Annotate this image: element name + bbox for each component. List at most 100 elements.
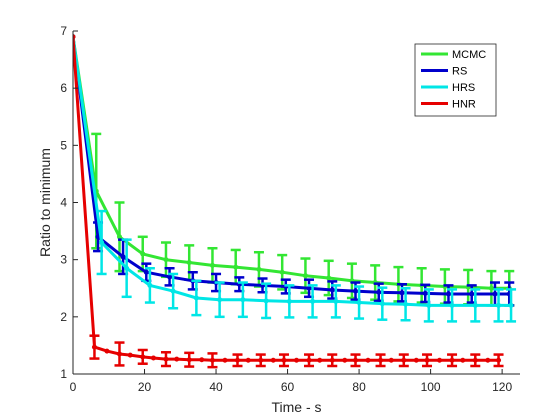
data-point	[174, 356, 180, 362]
data-point	[150, 355, 156, 361]
data-point	[388, 357, 394, 363]
data-point	[356, 300, 362, 306]
data-point	[472, 302, 478, 308]
data-point	[193, 295, 199, 301]
data-point	[422, 290, 428, 296]
data-point	[317, 357, 323, 363]
data-point	[403, 301, 409, 307]
data-point	[281, 357, 287, 363]
data-point	[485, 357, 491, 363]
data-point	[233, 264, 239, 270]
axes: 0 20 40 60 80 100 120 1 2 3 4 5 6 7	[60, 24, 520, 394]
data-point	[263, 298, 269, 304]
data-point	[286, 298, 292, 304]
data-point	[329, 357, 335, 363]
data-point	[426, 302, 432, 308]
series-hnr	[73, 34, 504, 369]
data-point	[258, 357, 264, 363]
data-point	[222, 357, 228, 363]
legend-label-mcmc: MCMC	[452, 49, 486, 61]
y-tick-label: 5	[60, 138, 67, 152]
y-axis-label: Ratio to minimum	[37, 148, 53, 257]
data-point	[186, 357, 192, 363]
y-tick-label: 3	[60, 253, 67, 267]
data-point	[234, 357, 240, 363]
data-point	[167, 274, 173, 280]
data-point	[306, 285, 312, 291]
data-point	[186, 260, 192, 266]
x-tick-label: 120	[492, 380, 512, 394]
data-point	[376, 289, 382, 295]
series-line-hrs	[73, 36, 512, 307]
data-point	[163, 356, 169, 362]
y-tick-label: 4	[60, 196, 67, 210]
data-point	[445, 291, 451, 297]
data-point	[163, 257, 169, 263]
x-tick-label: 20	[138, 380, 152, 394]
legend-label-hrs: HRS	[452, 82, 475, 94]
data-point	[353, 357, 359, 363]
y-tick-label: 1	[60, 367, 67, 381]
y-tick-label: 6	[60, 81, 67, 95]
data-point	[124, 265, 130, 271]
legend-label-rs: RS	[452, 66, 467, 78]
x-tick-label: 40	[209, 380, 223, 394]
data-point	[91, 344, 97, 350]
data-point	[147, 282, 153, 288]
data-point	[449, 357, 455, 363]
data-point	[353, 288, 359, 294]
data-point	[120, 254, 126, 260]
data-point	[240, 297, 246, 303]
data-point	[116, 234, 122, 240]
data-point	[333, 298, 339, 304]
data-point	[217, 297, 223, 303]
data-point	[170, 288, 176, 294]
data-point	[469, 291, 475, 297]
data-point	[245, 357, 251, 363]
data-point	[401, 357, 407, 363]
data-point	[508, 302, 514, 308]
data-point	[310, 298, 316, 304]
data-point	[449, 302, 455, 308]
data-point	[329, 287, 335, 293]
legend: MCMC RS HRS HNR	[414, 43, 497, 117]
data-point	[424, 357, 430, 363]
data-point	[472, 357, 478, 363]
x-tick-label: 60	[281, 380, 295, 394]
data-point	[199, 357, 205, 363]
data-point	[413, 357, 419, 363]
x-tick-label: 0	[70, 380, 77, 394]
data-point	[365, 357, 371, 363]
y-tick-label: 7	[60, 24, 67, 38]
x-tick-label: 80	[352, 380, 366, 394]
x-axis-label: Time - s	[271, 399, 321, 415]
data-point	[326, 275, 332, 281]
data-point	[140, 354, 146, 360]
data-point	[279, 269, 285, 275]
data-point	[127, 352, 133, 358]
data-point	[256, 266, 262, 272]
data-point	[496, 357, 502, 363]
y-tick-label: 2	[60, 310, 67, 324]
data-point	[342, 357, 348, 363]
series-line-mcmc	[73, 36, 510, 290]
data-point	[378, 357, 384, 363]
data-point	[209, 357, 215, 363]
data-point	[116, 351, 122, 357]
data-point	[294, 357, 299, 363]
data-point	[270, 357, 276, 363]
data-point	[437, 357, 443, 363]
data-point	[99, 240, 105, 246]
data-point	[460, 357, 466, 363]
data-point	[496, 302, 502, 308]
data-point	[306, 357, 312, 363]
plot-area	[73, 34, 517, 369]
data-point	[302, 273, 308, 279]
data-point	[209, 262, 215, 268]
series-hrs	[73, 34, 517, 323]
data-point	[492, 291, 498, 297]
data-point	[399, 290, 405, 296]
data-point	[143, 269, 149, 275]
legend-label-hnr: HNR	[452, 99, 476, 111]
